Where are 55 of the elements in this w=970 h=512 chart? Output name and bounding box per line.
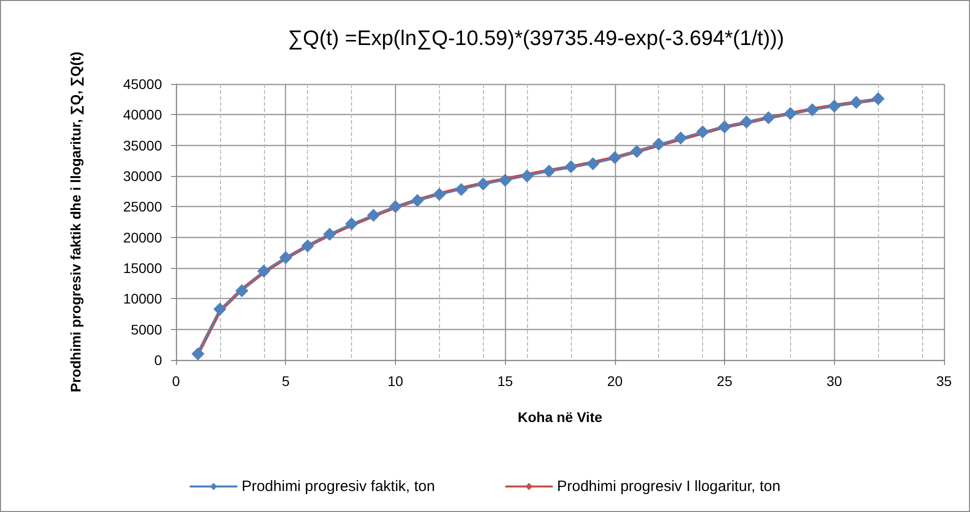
x-tick-label: 20 — [607, 373, 623, 389]
y-tick-label: 40000 — [123, 106, 162, 123]
chart-title: ∑Q(t) =Exp(ln∑Q-10.59)*(39735.49-exp(-3.694*(1/t))) — [288, 27, 784, 50]
point — [652, 138, 666, 151]
x-tick-label: 35 — [936, 373, 952, 389]
point — [213, 302, 226, 316]
point — [674, 131, 688, 144]
y-tick-label: 15000 — [123, 260, 162, 276]
point — [191, 347, 204, 360]
legend-label: Prodhimi progresiv faktik, ton — [242, 478, 435, 495]
point — [410, 194, 424, 208]
point — [762, 111, 775, 124]
point — [806, 103, 819, 116]
y-tick-label: 35000 — [123, 137, 162, 154]
legend-label: Prodhimi progresiv I llogaritur, ton — [556, 478, 780, 495]
point — [784, 106, 797, 120]
x-axis-title: Koha në Vite — [518, 409, 602, 425]
x-tick-label: 15 — [497, 373, 514, 389]
point — [301, 239, 314, 252]
y-tick-label: 30000 — [123, 168, 162, 184]
point — [850, 96, 863, 109]
point — [718, 120, 732, 134]
point — [323, 228, 336, 241]
point — [586, 157, 600, 170]
y-tick-label: 10000 — [123, 290, 162, 307]
y-tick-label: 20000 — [123, 229, 162, 246]
x-tick-label: 10 — [388, 373, 404, 389]
point — [828, 100, 841, 113]
point — [257, 264, 270, 278]
point — [542, 164, 556, 178]
point — [872, 92, 885, 106]
point — [476, 177, 490, 190]
point — [696, 125, 710, 138]
point — [520, 170, 534, 182]
point — [345, 217, 358, 230]
y-axis-title: Prodhimi progresiv faktik dhe i llogaritur, ∑Q, ∑Q(t) — [68, 52, 84, 392]
y-tick-label: 0 — [154, 352, 162, 368]
point — [366, 208, 380, 222]
point — [608, 151, 622, 164]
x-tick-label: 30 — [826, 373, 842, 389]
y-tick-label: 45000 — [123, 76, 162, 92]
point — [235, 284, 248, 298]
point — [498, 174, 512, 187]
x-tick-label: 5 — [282, 373, 290, 389]
y-tick-label: 5000 — [130, 321, 162, 338]
point — [630, 144, 644, 158]
point — [740, 116, 754, 129]
point — [279, 251, 292, 264]
point — [388, 200, 402, 214]
point — [432, 188, 446, 201]
x-tick-label: 0 — [172, 373, 180, 389]
y-tick-label: 25000 — [123, 198, 162, 215]
point — [564, 160, 578, 174]
point — [454, 182, 468, 196]
x-tick-label: 25 — [716, 373, 733, 389]
